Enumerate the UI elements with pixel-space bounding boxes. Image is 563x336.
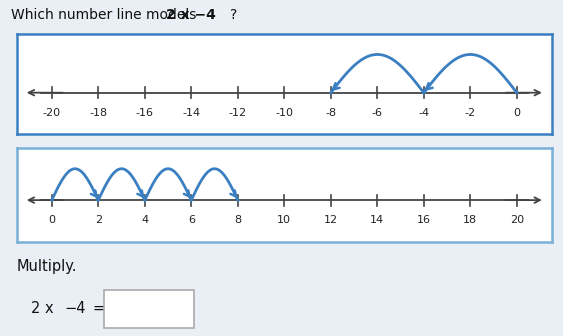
Text: 2 x: 2 x (31, 300, 53, 316)
FancyBboxPatch shape (104, 290, 194, 328)
Text: -12: -12 (229, 108, 247, 118)
Text: -8: -8 (325, 108, 336, 118)
Text: -16: -16 (136, 108, 154, 118)
Text: -6: -6 (372, 108, 383, 118)
Text: 16: 16 (417, 215, 431, 225)
Text: -2: -2 (465, 108, 476, 118)
Text: -10: -10 (275, 108, 293, 118)
Text: 20: 20 (510, 215, 524, 225)
Text: 4: 4 (141, 215, 149, 225)
Text: −4: −4 (65, 300, 86, 316)
Text: 18: 18 (463, 215, 477, 225)
Text: -20: -20 (43, 108, 61, 118)
Text: 6: 6 (188, 215, 195, 225)
Text: Multiply.: Multiply. (17, 259, 77, 274)
Text: 10: 10 (278, 215, 291, 225)
Text: 0: 0 (513, 108, 520, 118)
Text: Which number line models: Which number line models (11, 8, 201, 23)
Text: -14: -14 (182, 108, 200, 118)
Text: 14: 14 (370, 215, 385, 225)
Text: 8: 8 (234, 215, 242, 225)
Text: 0: 0 (48, 215, 55, 225)
Text: -18: -18 (89, 108, 108, 118)
Text: ?: ? (230, 8, 237, 23)
Text: 2 x −4: 2 x −4 (166, 8, 216, 23)
Text: 2: 2 (95, 215, 102, 225)
Text: -4: -4 (418, 108, 430, 118)
Text: 12: 12 (324, 215, 338, 225)
Text: =: = (93, 300, 105, 316)
